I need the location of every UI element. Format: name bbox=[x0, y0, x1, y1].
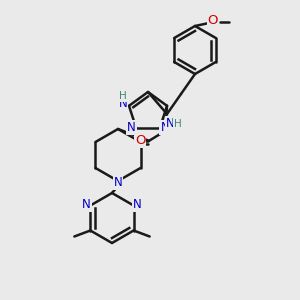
Text: N: N bbox=[118, 97, 127, 110]
Text: N: N bbox=[127, 121, 136, 134]
Text: H: H bbox=[119, 91, 127, 101]
Text: O: O bbox=[135, 134, 145, 147]
Text: O: O bbox=[208, 14, 218, 28]
Text: N: N bbox=[82, 198, 91, 211]
Text: H: H bbox=[174, 119, 182, 129]
Text: N: N bbox=[114, 176, 122, 190]
Text: N: N bbox=[166, 117, 174, 130]
Text: N: N bbox=[133, 198, 142, 211]
Text: N: N bbox=[160, 121, 169, 134]
